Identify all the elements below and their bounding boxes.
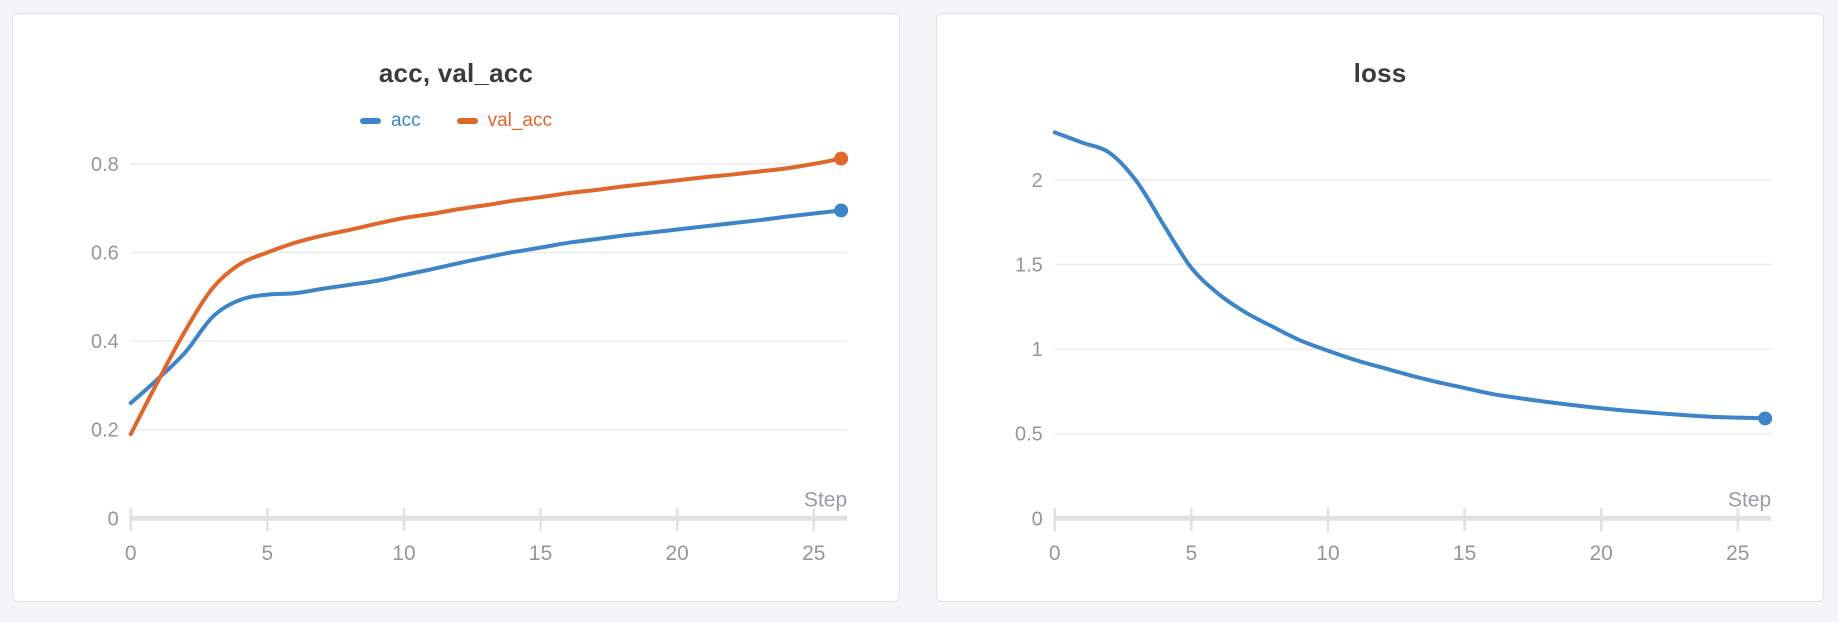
x-tick-label-5: 5 — [262, 542, 274, 565]
y-tick-label-0: 0 — [1032, 508, 1043, 530]
y-tick-label-0: 0 — [108, 508, 119, 530]
y-tick-label-0.4: 0.4 — [91, 331, 119, 353]
x-tick-label-10: 10 — [1316, 542, 1339, 565]
legend-acc-val-acc: acc val_acc — [13, 110, 899, 132]
legend-label-val_acc: val_acc — [487, 110, 552, 131]
y-tick-label-0.2: 0.2 — [91, 420, 119, 442]
x-tick-label-15: 15 — [1453, 542, 1476, 565]
panel-loss[interactable]: 0 0.5 1 1.5 2 0 5 10 15 20 25 Step loss — [936, 13, 1824, 602]
legend-item-val_acc[interactable]: val_acc — [456, 110, 552, 132]
x-tick-label-25: 25 — [1726, 542, 1749, 565]
chart-title-loss: loss — [1353, 58, 1407, 88]
y-tick-label-1: 1 — [1032, 339, 1043, 361]
val_acc-end-marker — [834, 151, 849, 166]
legend-swatch-val_acc — [456, 118, 478, 124]
legend-swatch-acc — [360, 118, 381, 124]
x-tick-label-15: 15 — [529, 542, 552, 565]
x-tick-label-20: 20 — [666, 542, 689, 565]
loss-end-marker — [1758, 411, 1773, 426]
val_acc-line — [128, 156, 844, 437]
chart-title-acc-val-acc: acc, val_acc — [378, 58, 534, 88]
x-axis-label: Step — [804, 488, 847, 511]
x-tick-label-0: 0 — [125, 542, 137, 565]
y-tick-label-2: 2 — [1032, 170, 1043, 192]
x-tick-label-10: 10 — [392, 542, 415, 565]
x-axis-label: Step — [1728, 488, 1771, 511]
x-tick-label-25: 25 — [802, 542, 825, 565]
panel-acc-val-acc[interactable]: 0 0.2 0.4 0.6 0.8 0 5 10 15 20 25 Step acc, val_acc… — [12, 13, 900, 602]
charts-row: 0 0.2 0.4 0.6 0.8 0 5 10 15 20 25 Step acc, val_acc… — [12, 13, 1824, 602]
y-tick-label-0.5: 0.5 — [1015, 424, 1043, 446]
x-tick-label-20: 20 — [1590, 542, 1613, 565]
y-tick-label-0.6: 0.6 — [91, 243, 119, 265]
acc-end-marker — [834, 203, 849, 218]
x-tick-label-5: 5 — [1186, 542, 1198, 565]
acc-line — [128, 208, 844, 406]
loss-line — [1052, 130, 1768, 421]
legend-item-acc[interactable]: acc — [360, 110, 421, 132]
x-tick-label-0: 0 — [1049, 542, 1061, 565]
legend-label-acc: acc — [391, 110, 421, 131]
y-tick-label-0.8: 0.8 — [91, 154, 119, 176]
acc-val-acc-chart[interactable]: 0 0.2 0.4 0.6 0.8 0 5 10 15 20 25 Step — [13, 14, 899, 601]
y-tick-label-1.5: 1.5 — [1015, 254, 1043, 276]
